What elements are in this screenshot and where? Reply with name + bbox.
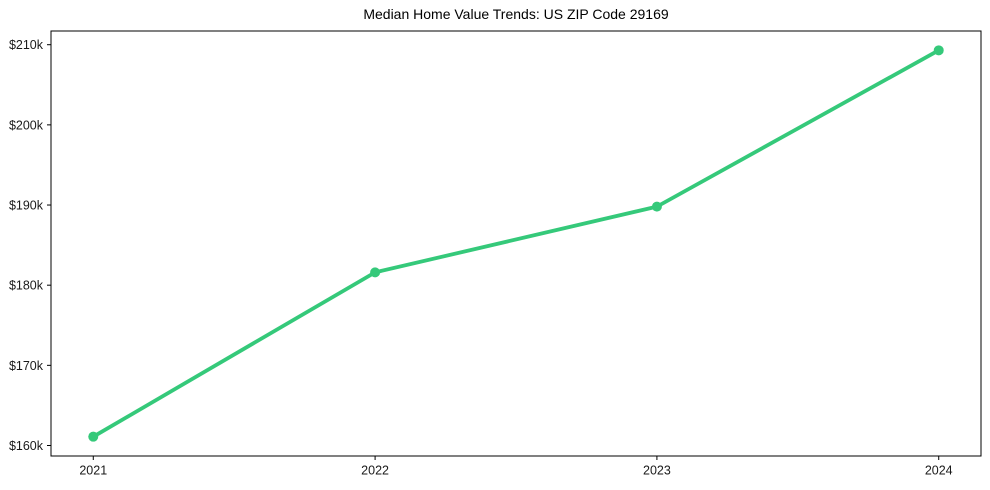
trend-line (91, 48, 941, 439)
y-tick-label: $210k (9, 38, 44, 52)
x-tick-label: 2024 (925, 464, 953, 478)
y-tick-label: $190k (9, 199, 44, 213)
data-point-2024 (933, 45, 944, 56)
y-tick-label: $180k (9, 279, 44, 293)
data-point-2021 (88, 431, 99, 442)
y-tick-label: $200k (9, 118, 44, 132)
chart-title: Median Home Value Trends: US ZIP Code 29… (363, 6, 669, 22)
y-tick-label: $160k (9, 439, 44, 453)
x-tick-label: 2021 (79, 464, 107, 478)
plot-border (50, 30, 982, 457)
data-point-2022 (370, 267, 381, 278)
x-tick-label: 2023 (643, 464, 671, 478)
y-tick-label: $170k (9, 359, 44, 373)
x-tick-label: 2022 (361, 464, 389, 478)
data-point-2023 (651, 201, 662, 212)
